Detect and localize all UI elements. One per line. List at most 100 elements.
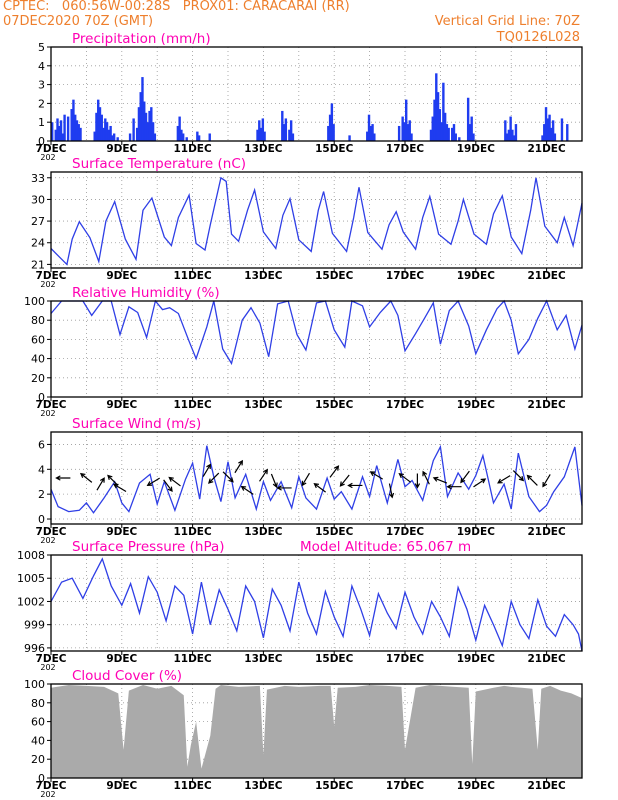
precip-bar (560, 118, 564, 141)
x-tick-label: 15DEC (315, 653, 354, 665)
precip-bar (405, 99, 408, 141)
precip-bar (61, 133, 65, 141)
y-tick-label: 6 (38, 438, 45, 451)
wind-arrow (339, 474, 350, 487)
precip-bar (256, 129, 259, 141)
panel-title: Surface Wind (m/s) (72, 416, 201, 432)
x-tick-label: 15DEC (315, 526, 354, 538)
y-tick-label: 20 (31, 372, 45, 385)
precip-bar (153, 133, 157, 141)
y-tick-label: 60 (31, 333, 45, 346)
x-tick-label: 19DEC (457, 526, 496, 538)
x-tick-label: 7DEC (36, 399, 67, 411)
precip-bar (512, 135, 516, 141)
precip-bar (369, 125, 372, 141)
x-tick-label: 19DEC (457, 653, 496, 665)
wind-panel (47, 431, 583, 528)
precip-bar (509, 116, 512, 141)
precip-bar (185, 137, 188, 141)
y-tick-label: 100 (24, 678, 45, 691)
x-tick-label: 11DEC (173, 143, 212, 155)
y-tick-label: 27 (31, 215, 45, 228)
precip-bar (435, 73, 438, 141)
precip-bar (410, 133, 413, 141)
precip-bar (371, 124, 374, 141)
precip-bar (327, 125, 330, 141)
wind-arrow (542, 474, 551, 488)
precip-bar (143, 101, 146, 141)
precip-bar (468, 124, 472, 141)
precip-bar (397, 125, 401, 141)
wind-arrow (414, 473, 421, 489)
y-tick-label: 0 (38, 772, 45, 785)
run-date-header: 07DEC2020 70Z (GMT) (3, 14, 154, 29)
x-tick-label: 17DEC (386, 270, 425, 282)
y-tick-label: 20 (31, 753, 45, 766)
y-tick-label: 3 (38, 79, 45, 92)
x-tick-label: 15DEC (315, 399, 354, 411)
y-tick-label: 40 (31, 353, 45, 366)
precip-bar (348, 135, 351, 141)
x-tick-label: 7DEC (36, 526, 67, 538)
precip-bar (178, 116, 181, 141)
precip-bar (263, 131, 266, 141)
precip-bar (104, 118, 107, 141)
precip-bar (332, 124, 335, 141)
precip-bar (109, 125, 112, 141)
precip-bar (51, 122, 54, 141)
precip-bar (105, 122, 109, 141)
precip-bar (401, 116, 404, 141)
x-tick-label: 21DEC (527, 653, 566, 665)
temp-line (50, 176, 583, 266)
wind-arrow (163, 479, 173, 493)
precip-bar (328, 114, 332, 141)
x-tick-label: 7DEC (36, 653, 67, 665)
y-tick-label: 21 (31, 258, 45, 271)
temp-panel (47, 171, 583, 272)
precip-bar (366, 131, 369, 141)
x-tick-label: 13DEC (244, 399, 283, 411)
y-tick-label: 999 (24, 619, 45, 632)
panel-frame (50, 683, 583, 779)
x-tick-label: 15DEC (315, 270, 354, 282)
x-tick-label: 17DEC (386, 526, 425, 538)
y-tick-label: 30 (31, 193, 45, 206)
x-tick-label: 15DEC (315, 780, 354, 792)
precip-bar (282, 124, 286, 141)
x-tick-label: 17DEC (386, 143, 425, 155)
y-tick-label: 5 (38, 41, 45, 54)
precip-bar (454, 133, 457, 141)
precip-bar (470, 116, 473, 141)
precip-bar (452, 124, 456, 141)
cloud-area (51, 684, 582, 778)
y-tick-label: 4 (38, 60, 45, 73)
x-tick-label: 13DEC (244, 780, 283, 792)
x-tick-label: 11DEC (173, 780, 212, 792)
panel-title: Surface Temperature (nC) (72, 156, 246, 172)
precip-bar (281, 110, 284, 141)
precip-bar (196, 131, 199, 141)
precip-bar (291, 133, 295, 141)
wind-arrow (422, 470, 430, 485)
precip-bar (137, 107, 141, 141)
precip-bar (93, 131, 96, 141)
precip-bar (141, 77, 144, 141)
wind-arrow (398, 473, 411, 483)
precip-bar (447, 127, 450, 141)
precip-bar (546, 118, 549, 141)
x-tick-label: 11DEC (173, 399, 212, 411)
wind-arrow (107, 474, 119, 486)
year-label: 202 (40, 280, 55, 289)
precip-bar (544, 107, 548, 141)
precip-bar (433, 99, 436, 141)
wind-arrow (497, 475, 511, 484)
precip-bar (180, 129, 183, 141)
wind-arrow (388, 483, 395, 499)
precip-bar (458, 137, 461, 141)
panel-title: Cloud Cover (%) (72, 668, 182, 684)
precip-bar (504, 120, 507, 141)
y-tick-label: 100 (24, 295, 45, 308)
precip-bar (63, 114, 66, 141)
precip-bar (259, 127, 263, 141)
